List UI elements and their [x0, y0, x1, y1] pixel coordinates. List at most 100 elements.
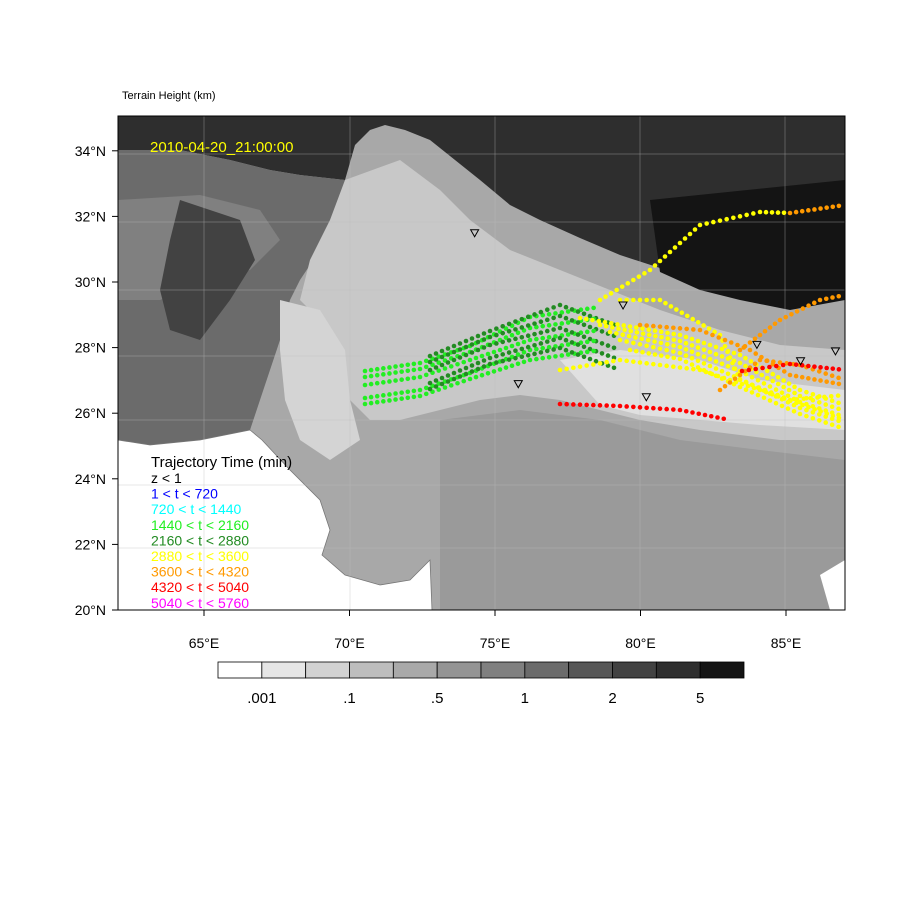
trajectory-point [671, 325, 676, 331]
trajectory-point [581, 354, 587, 360]
trajectory-point [417, 393, 423, 399]
trajectory-layer [362, 203, 842, 430]
trajectory-point [451, 349, 457, 355]
trajectory-point [564, 366, 569, 372]
trajectory-point [387, 371, 392, 376]
trajectory-point [491, 369, 497, 374]
trajectory-point [652, 328, 658, 334]
trajectory-point [487, 342, 493, 348]
longitude-axis: 65°E 70°E 75°E 80°E 85°E [189, 610, 801, 651]
trajectory-point [451, 343, 457, 349]
trajectory-point [565, 352, 571, 357]
station-markers [469, 229, 841, 402]
colorbar-swatch [261, 661, 307, 679]
trajectory-point [374, 399, 380, 405]
trajectory-point [534, 346, 539, 352]
trajectory-point [770, 378, 776, 384]
trajectory-point [684, 326, 689, 332]
trajectory-point [515, 330, 521, 336]
trajectory-point [534, 356, 539, 362]
trajectory-point [775, 210, 781, 215]
trajectory-point [538, 330, 544, 335]
trajectory-point [788, 398, 793, 404]
trajectory-point [836, 293, 842, 299]
legend-title: Trajectory Time (min) [151, 454, 292, 471]
trajectory-point [716, 335, 722, 340]
trajectory-point [665, 336, 670, 341]
trajectory-point [730, 360, 735, 366]
trajectory-point [608, 291, 614, 296]
trajectory-point [557, 367, 563, 373]
trajectory-point [773, 363, 779, 369]
central-india-terrain [440, 410, 845, 610]
trajectory-point [587, 313, 593, 319]
trajectory-point [393, 370, 398, 375]
trajectory-point [775, 381, 781, 387]
trajectory-point [702, 412, 708, 418]
trajectory-point [751, 385, 757, 391]
trajectory-point [362, 401, 368, 407]
colorbar-swatch [392, 661, 438, 679]
trajectory-point [744, 212, 749, 218]
trajectory-point [387, 379, 392, 384]
trajectory-point [374, 393, 380, 399]
trajectory-point [417, 374, 423, 380]
trajectory-point [469, 342, 475, 347]
trajectory-point [751, 211, 756, 216]
trajectory-point [565, 309, 571, 314]
trajectory-point [677, 240, 683, 246]
trajectory-point [671, 343, 676, 348]
trajectory-point [677, 350, 683, 356]
trajectory-point [374, 366, 380, 372]
trajectory-point [737, 360, 743, 366]
trajectory-point [627, 347, 633, 353]
trajectory-point [812, 207, 817, 212]
trajectory-point [423, 358, 429, 364]
trajectory-point [828, 393, 834, 399]
trajectory-point [439, 354, 445, 360]
trajectory-point [411, 361, 417, 367]
trajectory-point [399, 396, 404, 401]
colorbar-label: .5 [431, 690, 444, 707]
trajectory-point [519, 316, 525, 322]
trajectory-point [645, 337, 651, 343]
timestamp-label: 2010-04-20_21:00:00 [150, 139, 293, 156]
trajectory-point [683, 334, 689, 340]
trajectory-point [695, 345, 701, 350]
trajectory-point [812, 406, 817, 412]
trajectory-point [646, 332, 652, 338]
trajectory-point [577, 402, 583, 407]
trajectory-point [575, 332, 581, 337]
trajectory-point [569, 330, 575, 335]
trajectory-point [799, 208, 805, 214]
trajectory-point [411, 367, 417, 373]
station-marker-icon [469, 229, 480, 238]
trajectory-point [467, 357, 473, 363]
trajectory-point [810, 391, 816, 397]
trajectory-point [737, 377, 743, 383]
trajectory-point [534, 336, 539, 342]
trajectory-point [644, 297, 649, 303]
trajectory-point [405, 389, 411, 395]
trajectory-point [719, 354, 725, 359]
trajectory-point [769, 391, 775, 397]
trajectory-point [722, 383, 728, 389]
trajectory-point [557, 302, 563, 308]
trajectory-point [713, 366, 719, 371]
trajectory-point [810, 415, 816, 421]
trajectory-point [771, 359, 776, 364]
trajectory-point [469, 336, 475, 341]
trajectory-point [806, 303, 811, 309]
trajectory-point [761, 381, 767, 386]
trajectory-point [481, 364, 487, 369]
trajectory-point [544, 328, 550, 334]
trajectory-point [783, 314, 789, 320]
trajectory-point [546, 311, 552, 317]
trajectory-point [603, 294, 608, 299]
trajectory-point [584, 349, 590, 355]
colorbar-swatch [217, 661, 263, 679]
trajectory-point [463, 352, 469, 358]
trajectory-point [381, 399, 386, 404]
trajectory-point [513, 348, 518, 354]
trajectory-point [448, 383, 454, 388]
